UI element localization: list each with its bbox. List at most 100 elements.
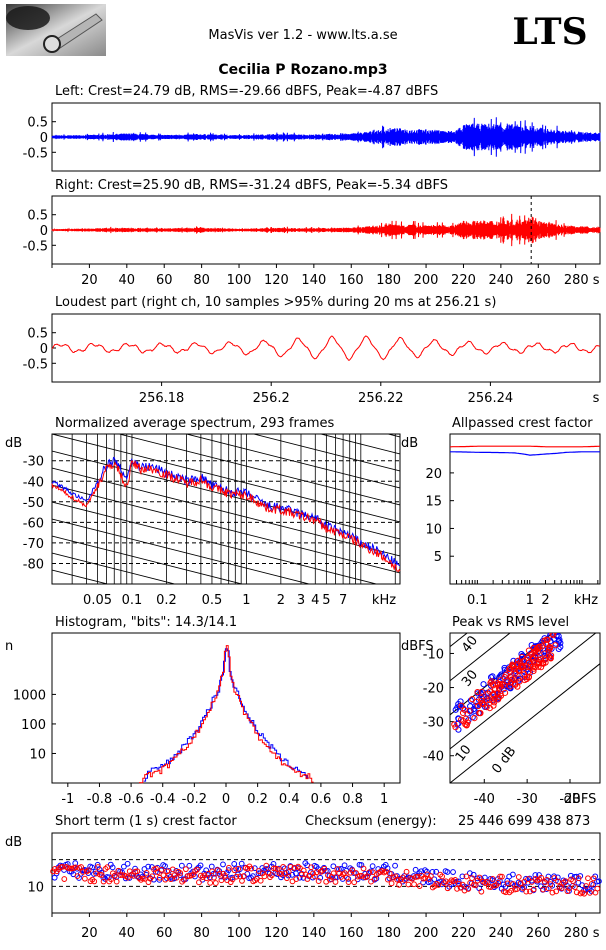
pvr-left-point xyxy=(518,650,525,658)
slanted-reference-line xyxy=(52,535,244,584)
short-term-right-point xyxy=(416,883,423,889)
short-term-left-point xyxy=(124,860,131,867)
short-term-right-point xyxy=(394,876,401,883)
pvr-left-point xyxy=(541,652,548,660)
pvr-right-point xyxy=(497,692,505,699)
short-term-right-point xyxy=(261,873,268,880)
pvr-right-point xyxy=(521,671,528,678)
short-term-right-point xyxy=(134,868,141,875)
short-term-right-point xyxy=(270,865,277,872)
short-term-right-point xyxy=(141,875,148,882)
pvr-right-point xyxy=(510,662,517,669)
x-tick-label: 256.18 xyxy=(139,391,185,406)
short-term-right-point xyxy=(315,878,322,884)
y-tick-label: 10 xyxy=(29,747,46,762)
short-term-right-point xyxy=(225,864,232,871)
short-term-right-point xyxy=(444,885,451,892)
short-term-right-point xyxy=(240,873,247,879)
short-term-right-point xyxy=(528,879,535,885)
pvr-right-point xyxy=(545,646,553,653)
short-term-right-point xyxy=(181,877,187,883)
x-tick-label: 0.4 xyxy=(279,792,300,807)
short-term-right-point xyxy=(162,876,169,883)
short-term-left-point xyxy=(423,868,430,875)
spectrum-right-line xyxy=(51,460,401,573)
short-term-left-point xyxy=(156,876,163,883)
short-term-right-point xyxy=(332,879,339,885)
short-term-right-point xyxy=(588,881,595,887)
short-term-left-point xyxy=(220,861,226,868)
short-term-right-point xyxy=(111,872,118,879)
y-tick-label: 20 xyxy=(425,467,442,482)
pvr-left-point xyxy=(555,645,562,652)
x-tick-label: 0.2 xyxy=(247,792,268,807)
pvr-right-point xyxy=(538,655,545,663)
short-term-left-point xyxy=(392,862,398,869)
peak-vs-rms-ylabel: dBFS xyxy=(401,639,434,654)
short-term-left-point xyxy=(384,865,391,872)
histogram-ylabel: n xyxy=(5,639,13,654)
short-term-left-point xyxy=(509,871,516,878)
right-waveform-title: Right: Crest=25.90 dB, RMS=-31.24 dBFS, … xyxy=(55,178,448,193)
short-term-right-point xyxy=(497,873,503,880)
short-term-right-point xyxy=(287,864,294,870)
histogram-frame xyxy=(51,632,401,784)
slanted-reference-line xyxy=(52,298,400,386)
x-tick-label: -20 xyxy=(559,792,580,807)
short-term-right-point xyxy=(257,877,264,884)
x-tick-label: 120 xyxy=(264,926,289,941)
pvr-right-point xyxy=(533,660,540,667)
spectrum-left-line xyxy=(51,456,401,569)
x-unit-label: s xyxy=(593,391,600,406)
pvr-right-point xyxy=(530,667,537,675)
crest-right-line xyxy=(450,445,601,448)
peak-vs-rms-title: Peak vs RMS level xyxy=(452,615,569,630)
x-tick-label: 7 xyxy=(339,593,347,608)
short-term-right-point xyxy=(594,885,601,892)
x-tick-label: 5 xyxy=(322,593,330,608)
pvr-right-point xyxy=(483,704,490,711)
short-term-right-point xyxy=(74,873,81,879)
short-term-left-point xyxy=(94,861,101,868)
file-title: Cecilia P Rozano.mp3 xyxy=(218,62,387,78)
short-term-right-point xyxy=(78,864,85,870)
short-term-right-point xyxy=(268,872,275,879)
short-term-right-point xyxy=(194,866,200,873)
short-term-right-point xyxy=(538,874,545,881)
short-term-right-point xyxy=(499,873,505,880)
pvr-left-point xyxy=(487,674,495,681)
slanted-reference-line xyxy=(251,434,400,472)
short-term-right-point xyxy=(169,866,176,873)
short-term-right-point xyxy=(80,869,86,875)
short-term-right-point xyxy=(308,864,315,871)
crest-left-line xyxy=(450,451,600,456)
histogram-title: Histogram, "bits": 14.3/14.1 xyxy=(55,615,237,630)
short-term-right-point xyxy=(459,881,466,888)
app-title: MasVis ver 1.2 - www.lts.a.se xyxy=(208,28,397,43)
pvr-right-point xyxy=(520,657,527,665)
short-term-left-point xyxy=(455,878,462,885)
y-tick-label: 0.5 xyxy=(27,116,48,131)
histogram-right-line xyxy=(139,645,314,784)
y-tick-label: -30 xyxy=(423,716,444,731)
short-term-right-point xyxy=(108,876,114,883)
x-tick-label: 280 s xyxy=(564,273,600,288)
short-term-right-point xyxy=(72,864,79,871)
short-term-right-point xyxy=(229,876,236,883)
y-tick-label: -0.5 xyxy=(23,357,48,372)
y-tick-label: 10 xyxy=(27,880,44,895)
short-term-left-point xyxy=(85,870,92,877)
allpassed-crest-panel: Allpassed crest factor dB 20 15 10 5 0.1 1 2 k… xyxy=(401,416,601,608)
short-term-left-point xyxy=(345,876,352,882)
x-tick-label: -1 xyxy=(61,792,74,807)
x-tick-label: 0.05 xyxy=(83,593,112,608)
pvr-right-point xyxy=(523,675,530,683)
loudest-part-line xyxy=(51,335,601,361)
short-term-right-point xyxy=(519,885,526,891)
short-term-left-point xyxy=(231,861,238,867)
y-tick-label: 1000 xyxy=(13,688,46,703)
x-tick-label: 0.1 xyxy=(467,593,488,608)
x-tick-label: 0 xyxy=(222,792,230,807)
short-term-left-point xyxy=(412,866,419,873)
